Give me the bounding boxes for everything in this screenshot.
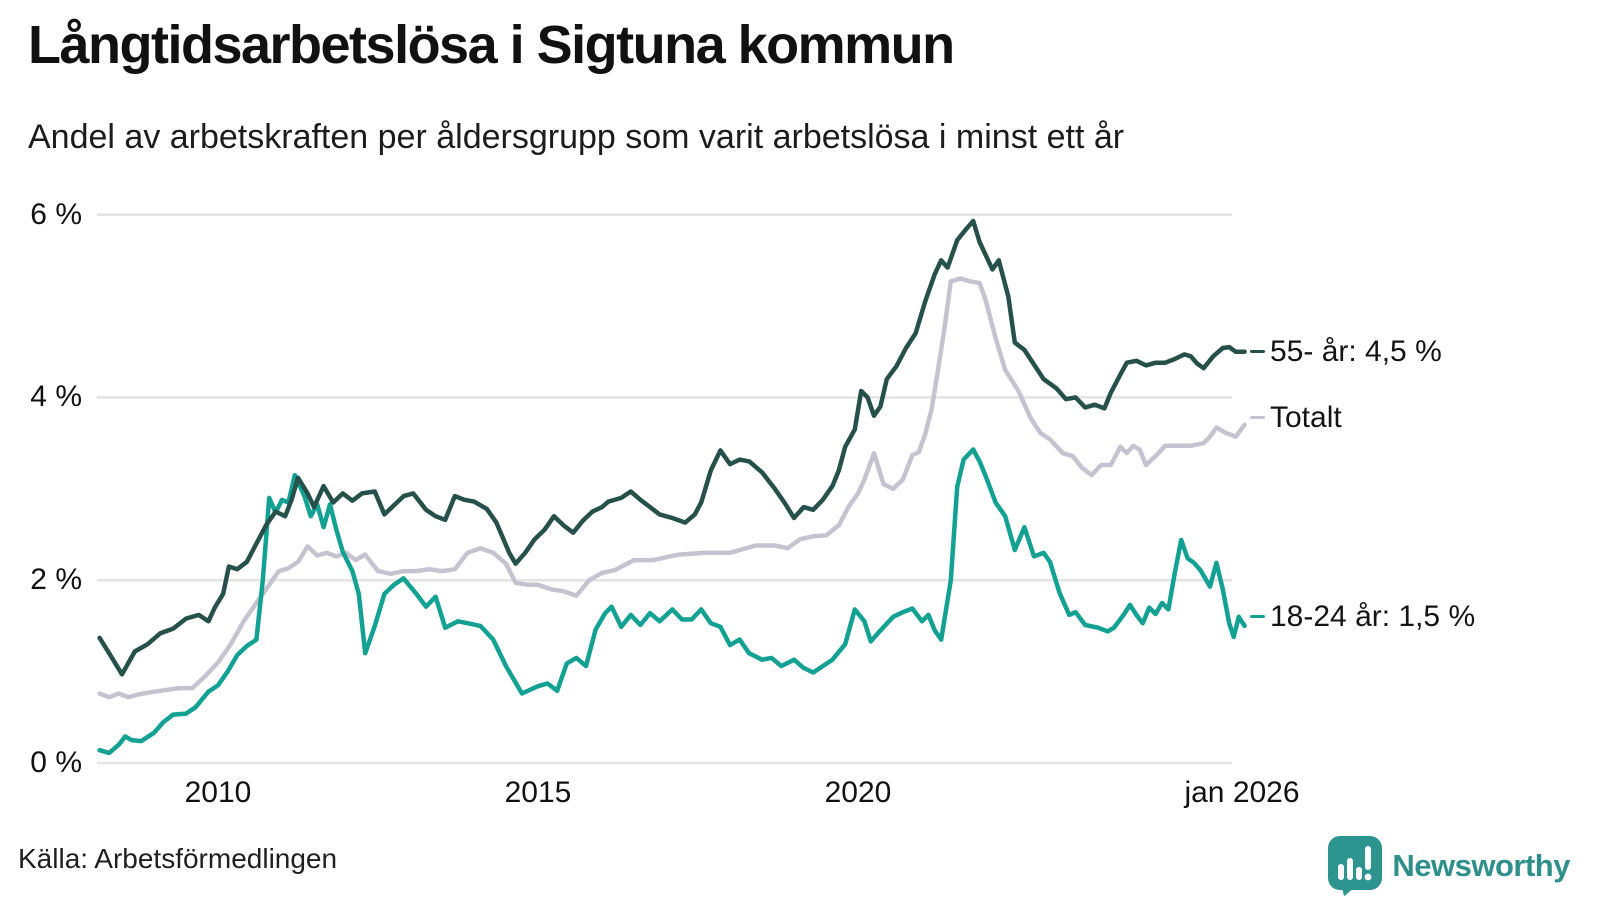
y-tick-label: 0 % <box>30 746 82 779</box>
series-line-55-r <box>97 218 1247 677</box>
label-tick-18-24-ar <box>1250 615 1265 619</box>
y-tick-label: 2 % <box>30 563 82 597</box>
y-tick-label: 6 % <box>30 197 82 231</box>
x-tick-label: 2015 <box>504 776 572 809</box>
x-tick-label: 2020 <box>824 776 892 809</box>
series-label-55-ar: 55- år: 4,5 % <box>1250 335 1442 369</box>
series-line-18-24-r <box>97 447 1247 756</box>
series-line-totalt <box>97 276 1247 700</box>
series-label-text: Totalt <box>1270 400 1342 434</box>
series-label-text: 55- år: 4,5 % <box>1270 334 1442 368</box>
chart-subtitle: Andel av arbetskraften per åldersgrupp s… <box>28 118 1125 156</box>
source-note: Källa: Arbetsförmedlingen <box>18 843 338 874</box>
y-tick-label: 4 % <box>30 380 82 414</box>
label-tick-totalt <box>1250 416 1265 419</box>
x-tick-label: 2010 <box>184 776 252 809</box>
series-lines <box>97 218 1247 756</box>
page-title: Långtidsarbetslösa i Sigtuna kommun <box>28 15 955 75</box>
newsworthy-brand-text: Newsworthy <box>1392 848 1570 883</box>
label-tick-55-ar <box>1250 350 1265 354</box>
series-label-totalt: Totalt <box>1250 401 1342 435</box>
x-tick-label: jan 2026 <box>1184 776 1300 809</box>
series-label-text: 18-24 år: 1,5 % <box>1270 599 1476 633</box>
gridlines <box>97 213 1232 765</box>
series-label-18-24-ar: 18-24 år: 1,5 % <box>1250 600 1475 634</box>
newsworthy-brand: Newsworthy <box>1328 836 1570 896</box>
newsworthy-logo-icon <box>1328 836 1383 896</box>
